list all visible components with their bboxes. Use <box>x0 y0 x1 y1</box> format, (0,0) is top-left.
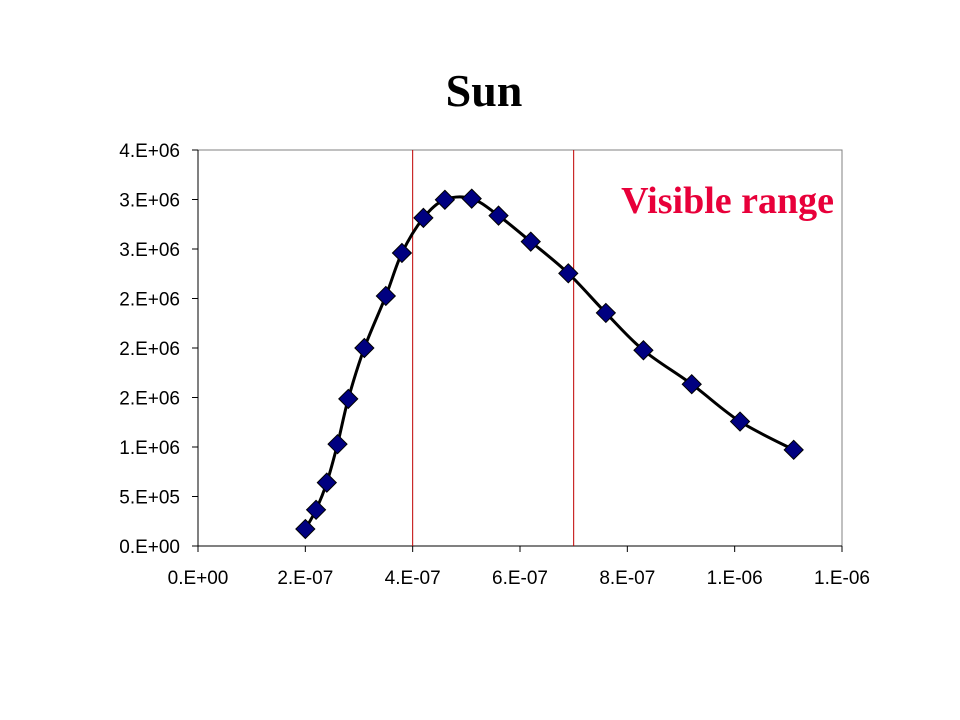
data-point <box>305 499 327 521</box>
data-point <box>488 205 509 226</box>
y-tick-label: 3.E+06 <box>119 191 180 212</box>
series-line <box>304 195 795 530</box>
x-tick-label: 8.E-07 <box>599 568 655 589</box>
data-point <box>558 263 579 284</box>
data-point <box>520 231 541 252</box>
data-point <box>391 242 413 264</box>
data-point <box>681 373 702 395</box>
data-point <box>633 340 654 361</box>
x-tick-label: 1.E-06 <box>814 568 870 589</box>
data-point <box>729 411 751 432</box>
data-point <box>413 207 434 229</box>
data-point <box>295 518 316 540</box>
y-tick-label: 2.E+06 <box>119 290 180 311</box>
x-tick-label: 1.E-06 <box>707 568 763 589</box>
x-tick-label: 0.E+00 <box>168 568 229 589</box>
x-tick-label: 4.E-07 <box>385 568 441 589</box>
y-tick-label: 4.E+06 <box>119 141 180 162</box>
x-tick-label: 6.E-07 <box>492 568 548 589</box>
y-tick-label: 3.E+06 <box>119 240 180 261</box>
data-point <box>434 189 456 210</box>
data-point <box>375 285 397 307</box>
data-point <box>461 188 482 209</box>
y-tick-label: 5.E+05 <box>119 488 180 509</box>
chart-title: Sun <box>446 65 523 116</box>
data-point <box>316 472 338 493</box>
x-tick-label: 2.E-07 <box>277 568 333 589</box>
visible-range-label: Visible range <box>621 180 834 222</box>
data-point <box>783 439 804 461</box>
data-point <box>327 433 348 455</box>
data-point <box>354 337 375 359</box>
y-tick-label: 1.E+06 <box>119 438 180 459</box>
y-tick-label: 0.E+00 <box>119 537 180 558</box>
y-tick-label: 2.E+06 <box>119 339 180 360</box>
data-point <box>338 388 359 410</box>
y-tick-label: 2.E+06 <box>119 389 180 410</box>
data-point <box>595 302 617 324</box>
plot-area: 0.E+00 5.E+05 1.E+06 2.E+06 2.E+06 2.E+06 3.E+… <box>119 141 870 589</box>
